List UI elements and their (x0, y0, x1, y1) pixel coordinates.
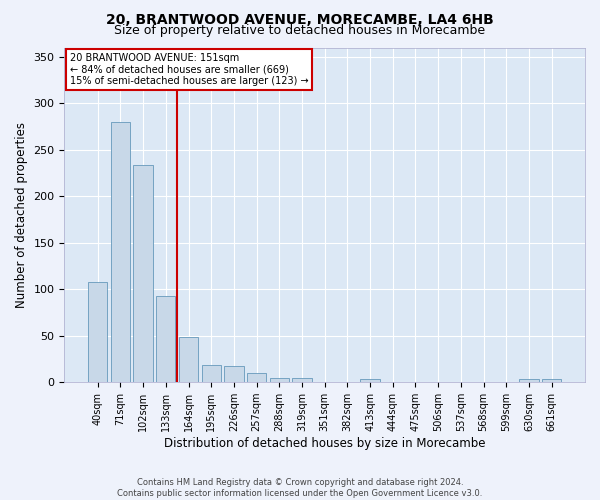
Text: 20, BRANTWOOD AVENUE, MORECAMBE, LA4 6HB: 20, BRANTWOOD AVENUE, MORECAMBE, LA4 6HB (106, 12, 494, 26)
Bar (269, 378, 289, 382)
Bar (520, 380, 539, 382)
Text: Contains HM Land Registry data © Crown copyright and database right 2024.
Contai: Contains HM Land Registry data © Crown c… (118, 478, 482, 498)
Bar (292, 378, 311, 382)
Bar (111, 122, 130, 382)
Y-axis label: Number of detached properties: Number of detached properties (15, 122, 28, 308)
Bar (133, 164, 153, 382)
Bar (88, 282, 107, 382)
Text: Size of property relative to detached houses in Morecambe: Size of property relative to detached ho… (115, 24, 485, 37)
Bar (224, 366, 244, 382)
Bar (542, 380, 562, 382)
X-axis label: Distribution of detached houses by size in Morecambe: Distribution of detached houses by size … (164, 437, 485, 450)
Bar (156, 296, 175, 382)
Bar (361, 380, 380, 382)
Text: 20 BRANTWOOD AVENUE: 151sqm
← 84% of detached houses are smaller (669)
15% of se: 20 BRANTWOOD AVENUE: 151sqm ← 84% of det… (70, 52, 308, 86)
Bar (202, 366, 221, 382)
Bar (179, 336, 198, 382)
Bar (247, 373, 266, 382)
